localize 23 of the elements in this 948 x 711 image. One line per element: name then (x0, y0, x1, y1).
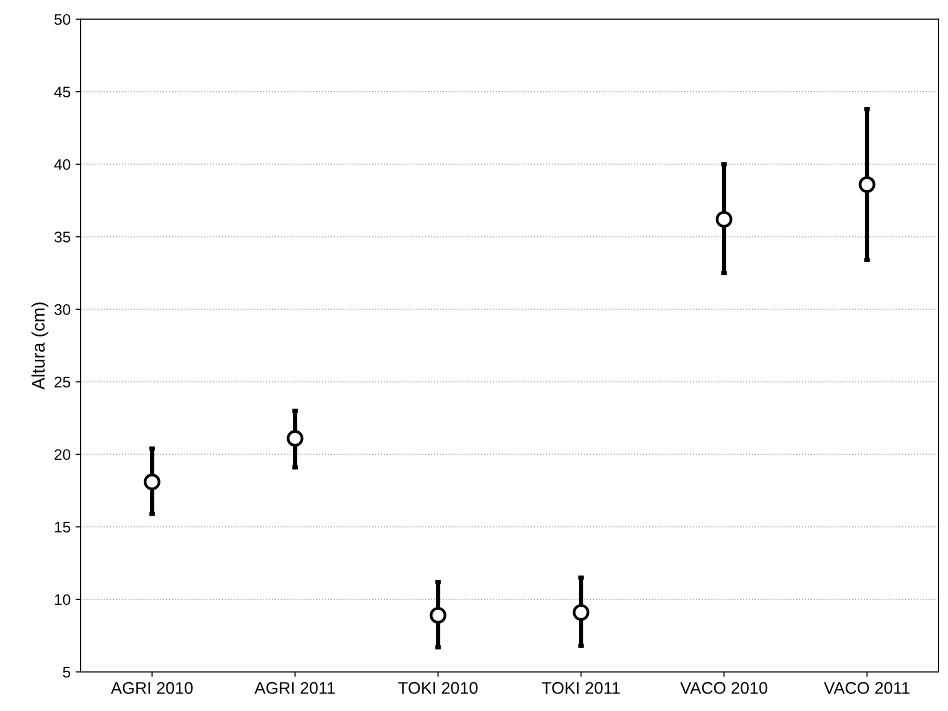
y-tick-label: 15 (55, 522, 70, 533)
y-tick-label: 10 (55, 594, 70, 606)
y-tick-label: 45 (54, 86, 70, 98)
y-tick-label: 50 (54, 14, 70, 25)
point (430, 606, 446, 624)
point (144, 474, 160, 490)
x-tick-label: TOKI 2010 (398, 682, 478, 694)
y-tick-label: 35 (54, 232, 70, 242)
x-tick-label: VACO 2010 (680, 682, 768, 694)
y-tick-label: 5 (62, 666, 70, 678)
point (858, 176, 876, 193)
y-axis-title: Altura (cm) (31, 302, 48, 390)
x-tick-label: AGRI 2011 (254, 682, 335, 694)
x-tick-label: TOKI 2011 (542, 682, 620, 694)
x-tick-label: VACO 2011 (824, 682, 910, 694)
y-tick-label: 30 (54, 304, 70, 315)
y-tick-label: 20 (54, 449, 70, 460)
y-tick-label: 40 (54, 159, 70, 170)
point (572, 604, 590, 621)
y-tick-label: 25 (54, 376, 70, 388)
x-tick-label: AGRI 2010 (110, 682, 193, 694)
point (716, 211, 732, 228)
point (286, 430, 304, 447)
